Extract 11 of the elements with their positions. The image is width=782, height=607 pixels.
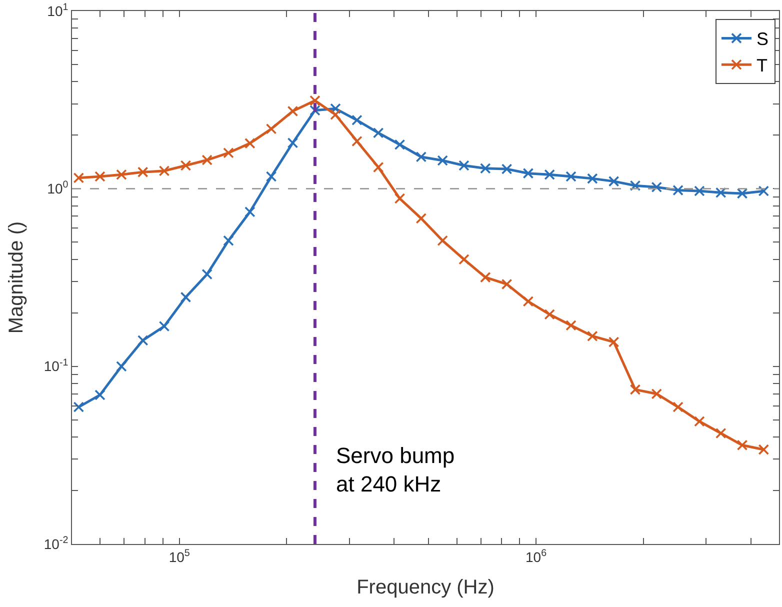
y-tick-label: 10$^{-1}$: [44, 357, 68, 374]
legend-label: S: [756, 29, 768, 50]
x-axis-title: Frequency (Hz): [356, 576, 494, 598]
legend-label: T: [756, 56, 768, 76]
y-axis-title: Magnitude (): [5, 221, 28, 334]
y-tick-label: 10$^{-2}$: [44, 535, 68, 552]
x-tick-label: 10$^{5}$: [168, 548, 190, 565]
y-tick-label: 10$^{0}$: [47, 180, 69, 197]
x-tick-label: 10$^{6}$: [526, 548, 548, 565]
y-tick-label: 10$^{1}$: [47, 2, 68, 19]
annotation: Servo bump at 240 kHz: [336, 443, 455, 497]
